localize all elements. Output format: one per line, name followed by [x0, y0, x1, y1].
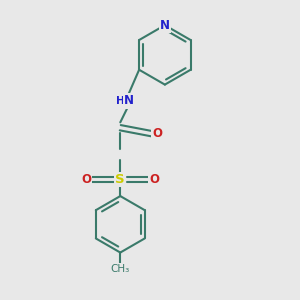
Text: N: N — [160, 19, 170, 32]
Text: O: O — [81, 173, 91, 186]
Text: H: H — [116, 96, 125, 106]
Text: N: N — [124, 94, 134, 107]
Text: S: S — [116, 173, 125, 186]
Text: CH₃: CH₃ — [111, 264, 130, 274]
Text: O: O — [152, 127, 162, 140]
Text: O: O — [149, 173, 160, 186]
